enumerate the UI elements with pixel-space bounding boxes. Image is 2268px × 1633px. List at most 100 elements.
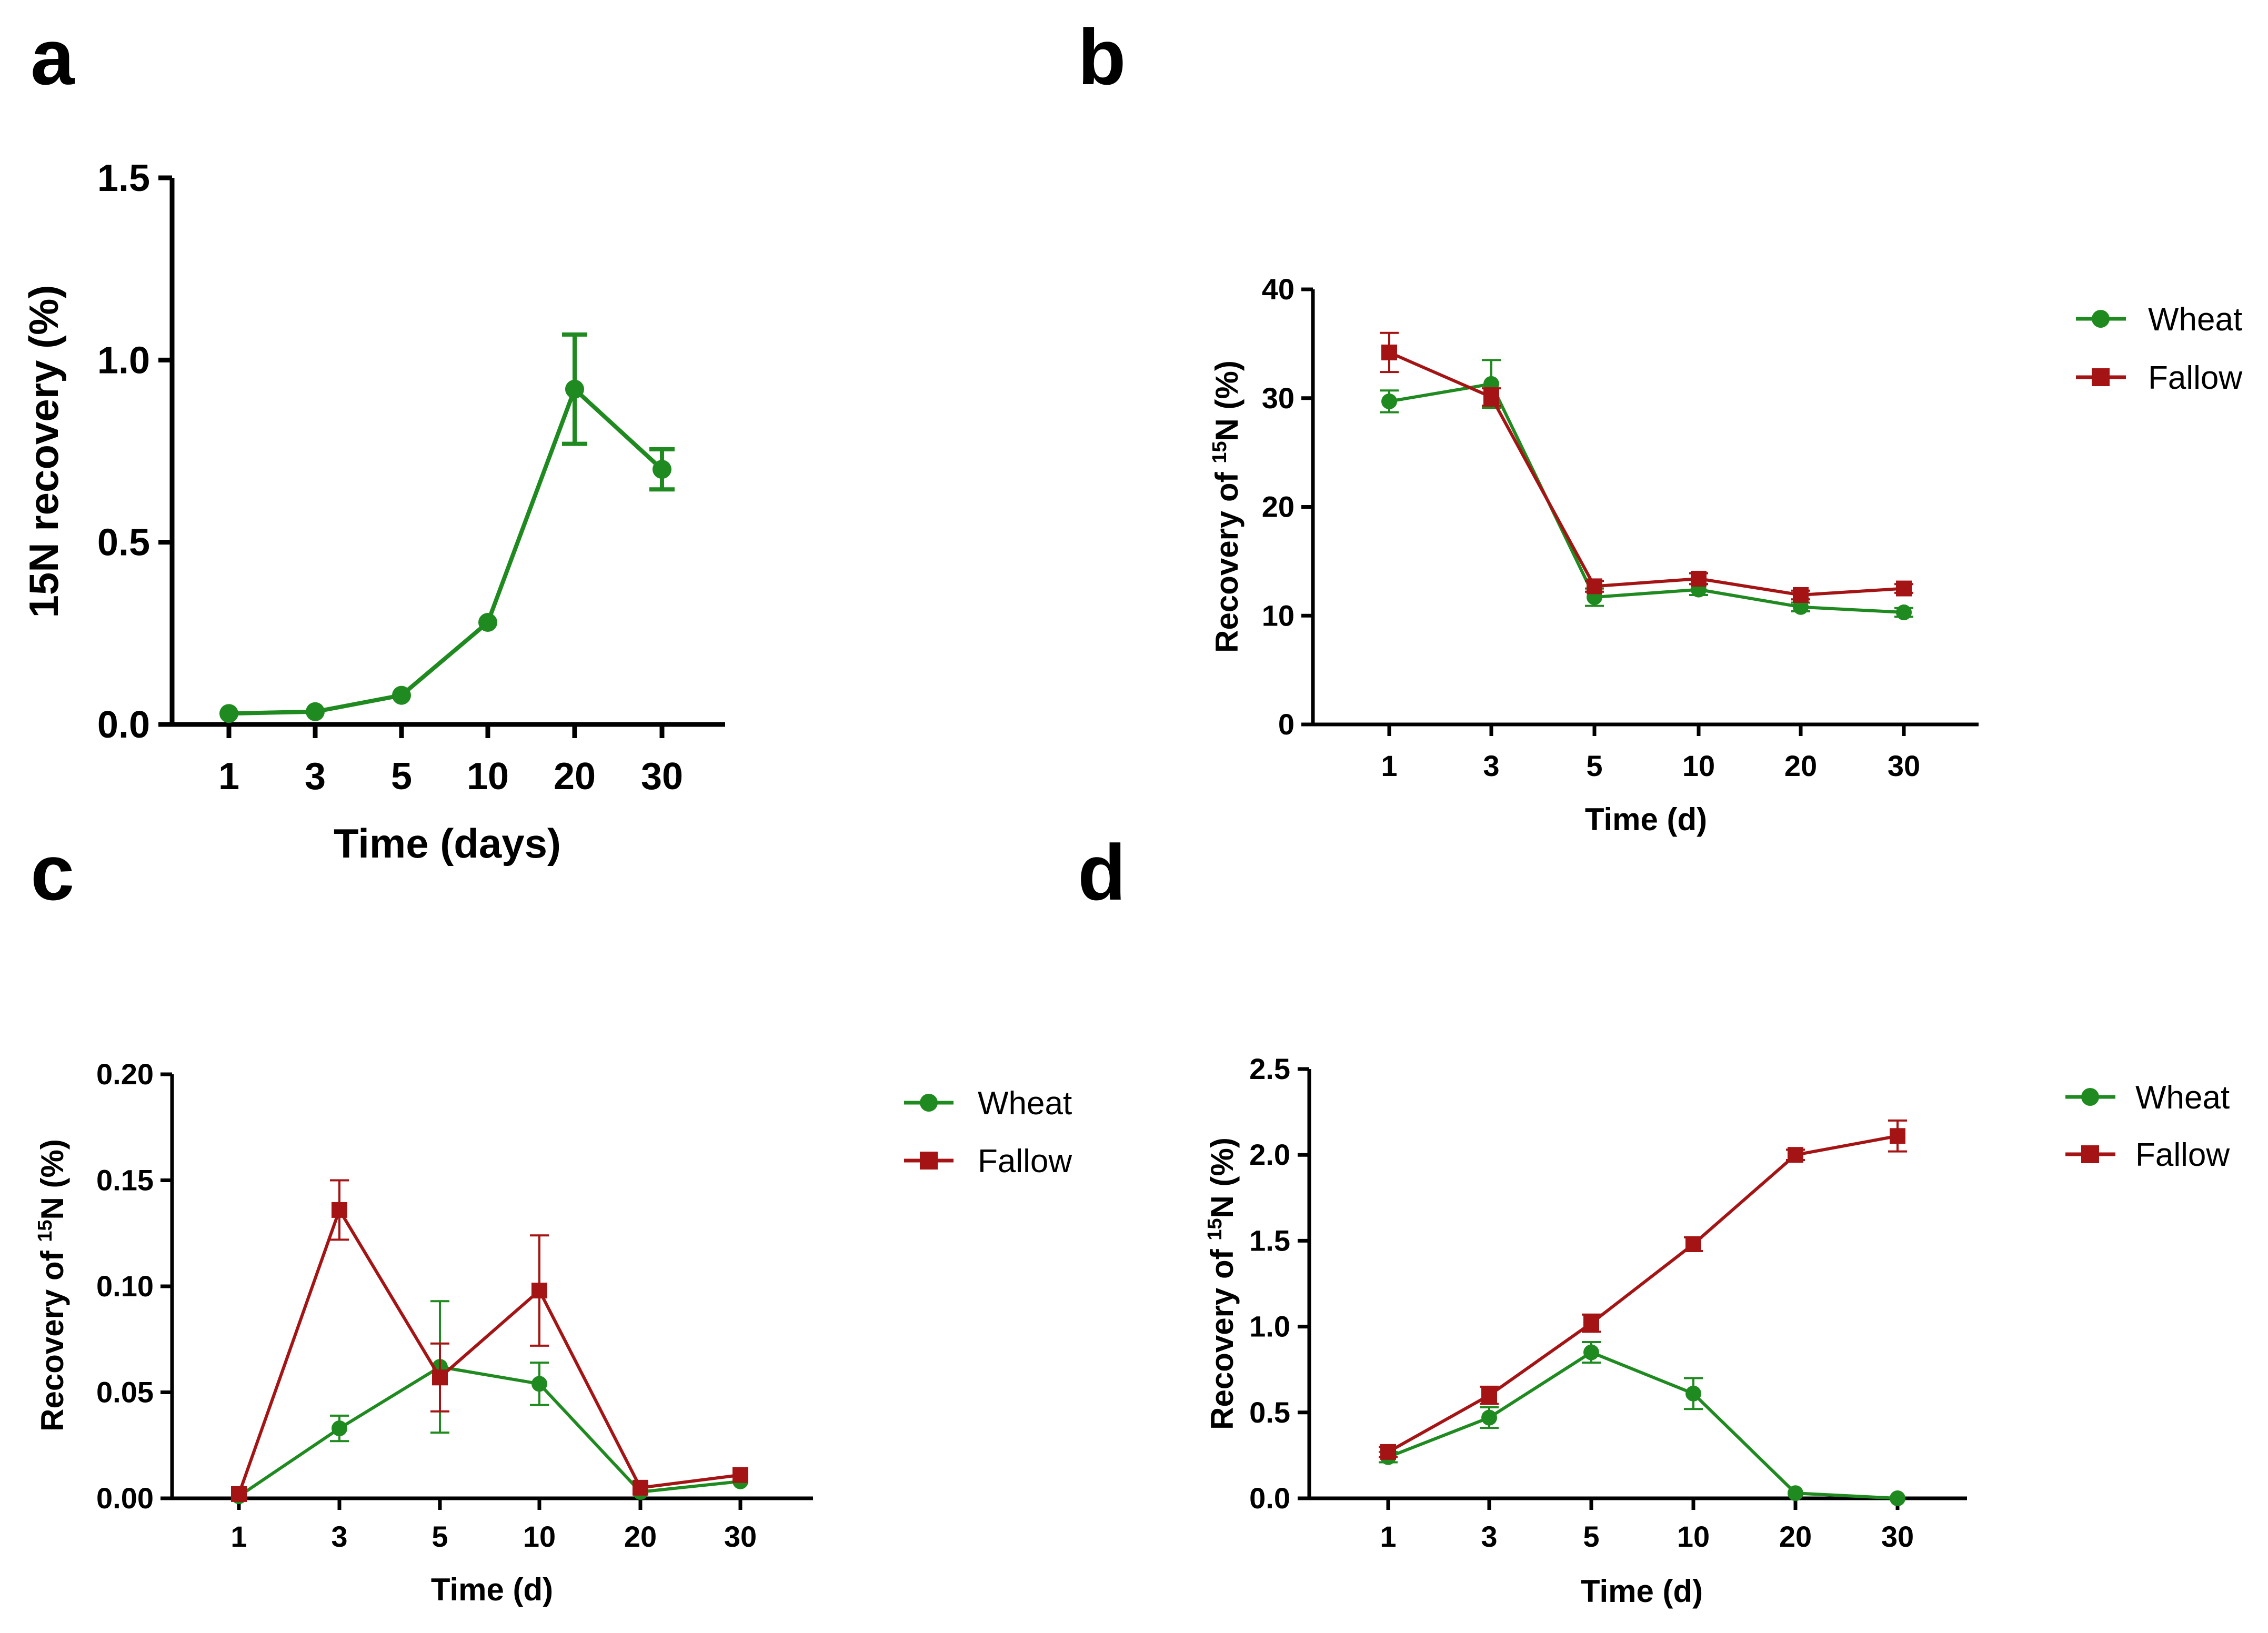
panel-c-plot-area <box>231 1179 748 1504</box>
legend-wheat-label: Wheat <box>978 1085 1072 1122</box>
series-line-wheat <box>238 1365 741 1498</box>
panel-d-y-title-sup: 15 <box>1204 1218 1226 1240</box>
legend-fallow-marker <box>2081 1145 2099 1163</box>
panel-d-y-ticks: 0.0 0.5 1.0 1.5 2.0 2.5 <box>1249 1052 1309 1515</box>
x-tick-label: 20 <box>554 755 596 798</box>
legend-wheat-label: Wheat <box>2148 301 2242 338</box>
data-point-fallow <box>1483 389 1499 405</box>
x-tick-label: 30 <box>724 1520 757 1553</box>
y-tick-label: 40 <box>1262 273 1294 306</box>
x-tick-label: 1 <box>1380 1520 1396 1553</box>
x-tick-label: 1 <box>1381 749 1397 782</box>
panel-c-x-title: Time (d) <box>431 1572 553 1607</box>
x-tick-label: 20 <box>1779 1520 1812 1553</box>
data-point-fallow <box>1896 580 1912 597</box>
panel-d-legend-wheat: Wheat <box>2065 1080 2230 1116</box>
panel-d-x-ticks: 1 3 5 10 20 30 <box>1380 1498 1914 1553</box>
panel-a-x-ticks: 1 3 5 10 20 30 <box>218 724 683 798</box>
legend-fallow-marker <box>2092 368 2110 386</box>
panel-b-y-title-sup: 15 <box>1209 441 1231 463</box>
data-point-wheat <box>1583 1344 1599 1360</box>
panel-d-legend-fallow: Fallow <box>2065 1137 2230 1173</box>
data-point-fallow <box>732 1467 748 1483</box>
y-tick-label: 0.00 <box>96 1481 154 1515</box>
panel-b-label: b <box>1078 13 1126 101</box>
y-tick-label: 0.0 <box>97 704 150 746</box>
panel-c-y-title: Recovery of 15N (%) <box>34 1139 70 1432</box>
panel-b-legend: Wheat Fallow <box>2076 301 2242 396</box>
data-point-fallow <box>633 1479 648 1496</box>
data-point-wheat <box>1685 1385 1701 1402</box>
panel-d-legend: Wheat Fallow <box>2065 1080 2230 1173</box>
data-point-wheat <box>219 704 238 723</box>
panel-d-x-title: Time (d) <box>1581 1574 1703 1609</box>
data-point-fallow <box>1691 570 1707 587</box>
y-tick-label: 0.0 <box>1249 1481 1290 1515</box>
panel-b-plot-area <box>1380 331 1913 621</box>
series-wheat <box>219 332 675 723</box>
x-tick-label: 5 <box>431 1520 448 1553</box>
data-point-fallow <box>1481 1387 1497 1404</box>
data-point-fallow <box>1381 344 1397 360</box>
y-tick-label: 0.5 <box>97 522 150 564</box>
series-fallow <box>231 1179 748 1502</box>
y-tick-label: 30 <box>1262 381 1294 415</box>
data-point-wheat <box>1788 1485 1803 1501</box>
panel-a-y-title: 15N recovery (%) <box>21 285 67 618</box>
x-tick-label: 5 <box>391 755 412 798</box>
x-tick-label: 5 <box>1586 749 1602 782</box>
y-tick-label: 0.5 <box>1249 1396 1290 1429</box>
panel-b-y-title-suffix: N (%) <box>1209 360 1245 441</box>
series-line-fallow <box>1388 351 1904 597</box>
legend-fallow-label: Fallow <box>2135 1137 2230 1173</box>
data-point-fallow <box>1685 1236 1701 1252</box>
legend-wheat-marker <box>2092 310 2110 328</box>
series-wheat <box>231 1300 748 1504</box>
series-line-wheat <box>228 387 664 716</box>
y-tick-label: 0.10 <box>96 1269 154 1303</box>
y-tick-label: 0.15 <box>96 1164 154 1197</box>
legend-wheat-marker <box>2081 1088 2099 1106</box>
series-wheat <box>1379 1340 1905 1506</box>
panel-a-x-title: Time (days) <box>334 820 561 866</box>
panel-a-plot-area <box>219 332 675 723</box>
panel-d-label: d <box>1078 828 1126 916</box>
series-fallow <box>1380 331 1913 603</box>
x-tick-label: 30 <box>1881 1520 1914 1553</box>
panel-c-x-ticks: 1 3 5 10 20 30 <box>230 1498 757 1553</box>
data-point-fallow <box>1583 1315 1599 1332</box>
data-point-wheat <box>1481 1409 1497 1426</box>
panel-c-legend-fallow: Fallow <box>904 1143 1072 1180</box>
x-tick-label: 1 <box>230 1520 247 1553</box>
x-tick-label: 3 <box>1481 1520 1497 1553</box>
data-point-wheat <box>1381 393 1397 409</box>
series-line-wheat <box>1387 1350 1898 1500</box>
data-point-wheat <box>478 613 497 632</box>
data-point-wheat <box>531 1376 547 1392</box>
series-fallow <box>1379 1119 1907 1460</box>
data-point-fallow <box>531 1283 547 1299</box>
panel-d: d 0.00.51.01.52.02.5 1 3 5 10 20 30 Time (d) … <box>1078 828 2230 1609</box>
x-tick-label: 3 <box>305 755 326 798</box>
panel-a-y-ticks: 0.0 0.5 1.0 1.5 <box>97 157 172 746</box>
legend-fallow-marker <box>920 1152 938 1170</box>
panel-a-label: a <box>31 13 75 101</box>
y-tick-label: 2.5 <box>1249 1052 1290 1085</box>
data-point-fallow <box>1890 1128 1905 1144</box>
panel-c-label: c <box>31 828 74 916</box>
panel-b-y-title: Recovery of 15N (%) <box>1209 360 1245 653</box>
panel-d-plot-area <box>1379 1119 1907 1506</box>
x-tick-label: 5 <box>1583 1520 1599 1553</box>
panel-a: a 0.0 0.5 1.0 1.5 1 3 5 10 20 30 Time (days) 15N… <box>21 13 725 866</box>
panel-c-legend: Wheat Fallow <box>904 1085 1072 1180</box>
y-tick-label: 2.0 <box>1249 1138 1290 1171</box>
data-point-fallow <box>432 1369 448 1386</box>
data-point-wheat <box>1896 604 1912 621</box>
x-tick-label: 1 <box>218 755 239 798</box>
data-point-wheat <box>653 460 671 479</box>
panel-b-x-title: Time (d) <box>1585 802 1707 837</box>
x-tick-label: 3 <box>331 1520 347 1553</box>
y-tick-label: 0 <box>1278 708 1294 741</box>
panel-c-y-ticks: 0.00 0.05 0.10 0.15 0.20 <box>96 1057 172 1515</box>
